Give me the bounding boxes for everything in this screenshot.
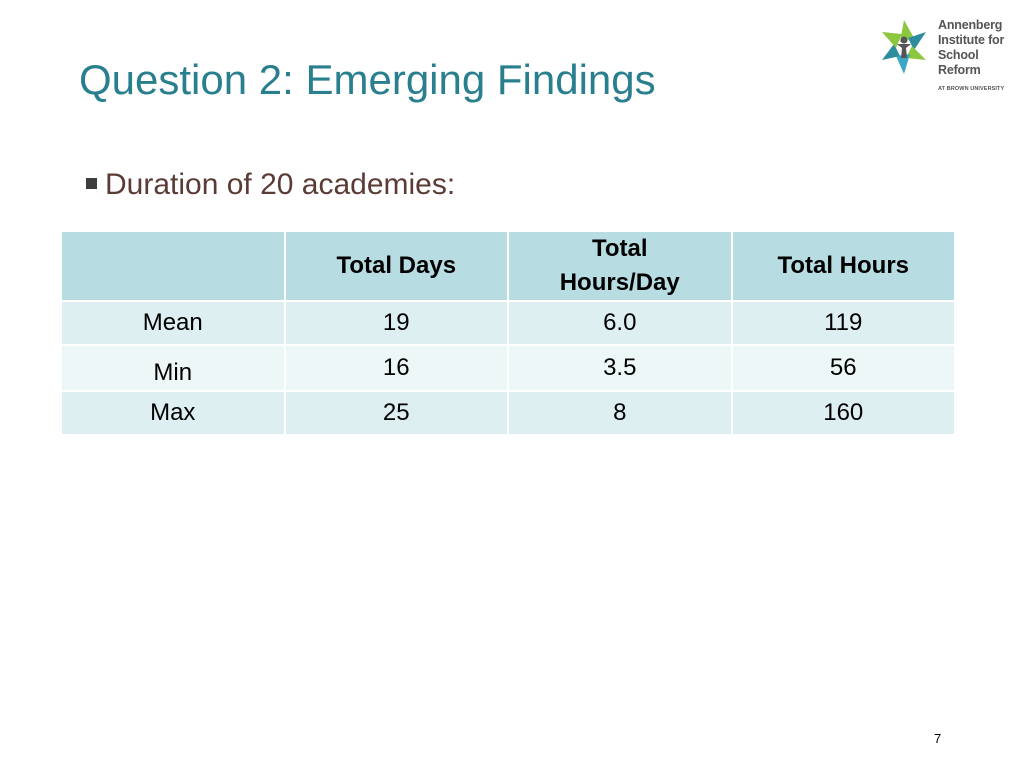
duration-table: Total Days Total Hours/Day Total Hours M… bbox=[60, 230, 956, 436]
logo-line: School Reform bbox=[938, 48, 981, 77]
cell-total-hours: 119 bbox=[730, 300, 956, 346]
table-row: Min 16 3.5 56 bbox=[60, 344, 956, 392]
cell-total-days: 16 bbox=[283, 344, 509, 392]
header-total-days: Total Days bbox=[283, 230, 509, 302]
header-cell-empty bbox=[60, 230, 286, 302]
logo-wordmark: Annenberg Institute for School Reform bbox=[938, 18, 1016, 78]
logo-subtitle: AT BROWN UNIVERSITY bbox=[938, 86, 1005, 92]
bullet-item: Duration of 20 academies: bbox=[86, 168, 455, 202]
logo-line: Annenberg bbox=[938, 18, 1003, 32]
header-total-hours: Total Hours bbox=[730, 230, 956, 302]
header-line: Hours/Day bbox=[559, 269, 680, 296]
annenberg-logo: Annenberg Institute for School Reform AT… bbox=[876, 14, 1016, 100]
cell-hours-per-day: 8 bbox=[507, 390, 733, 436]
row-label: Min bbox=[60, 344, 286, 392]
cell-hours-per-day: 6.0 bbox=[507, 300, 733, 346]
annenberg-pinwheel-icon bbox=[882, 20, 926, 74]
header-total-hours-per-day: Total Hours/Day bbox=[507, 230, 733, 302]
slide-title: Question 2: Emerging Findings bbox=[79, 56, 656, 103]
cell-hours-per-day: 3.5 bbox=[507, 344, 733, 392]
table-row: Mean 19 6.0 119 bbox=[60, 300, 956, 346]
table-header-row: Total Days Total Hours/Day Total Hours bbox=[60, 230, 956, 302]
header-line: Total bbox=[591, 235, 648, 262]
cell-total-hours: 160 bbox=[730, 390, 956, 436]
table-row: Max 25 8 160 bbox=[60, 390, 956, 436]
logo-line: Institute for bbox=[938, 33, 1005, 47]
bullet-text: Duration of 20 academies: bbox=[105, 168, 456, 201]
cell-total-days: 25 bbox=[283, 390, 509, 436]
page-number: 7 bbox=[934, 731, 942, 746]
cell-total-hours: 56 bbox=[730, 344, 956, 392]
row-label: Mean bbox=[60, 300, 286, 346]
bullet-square-icon bbox=[86, 178, 97, 189]
cell-total-days: 19 bbox=[283, 300, 509, 346]
row-label: Max bbox=[60, 390, 286, 436]
